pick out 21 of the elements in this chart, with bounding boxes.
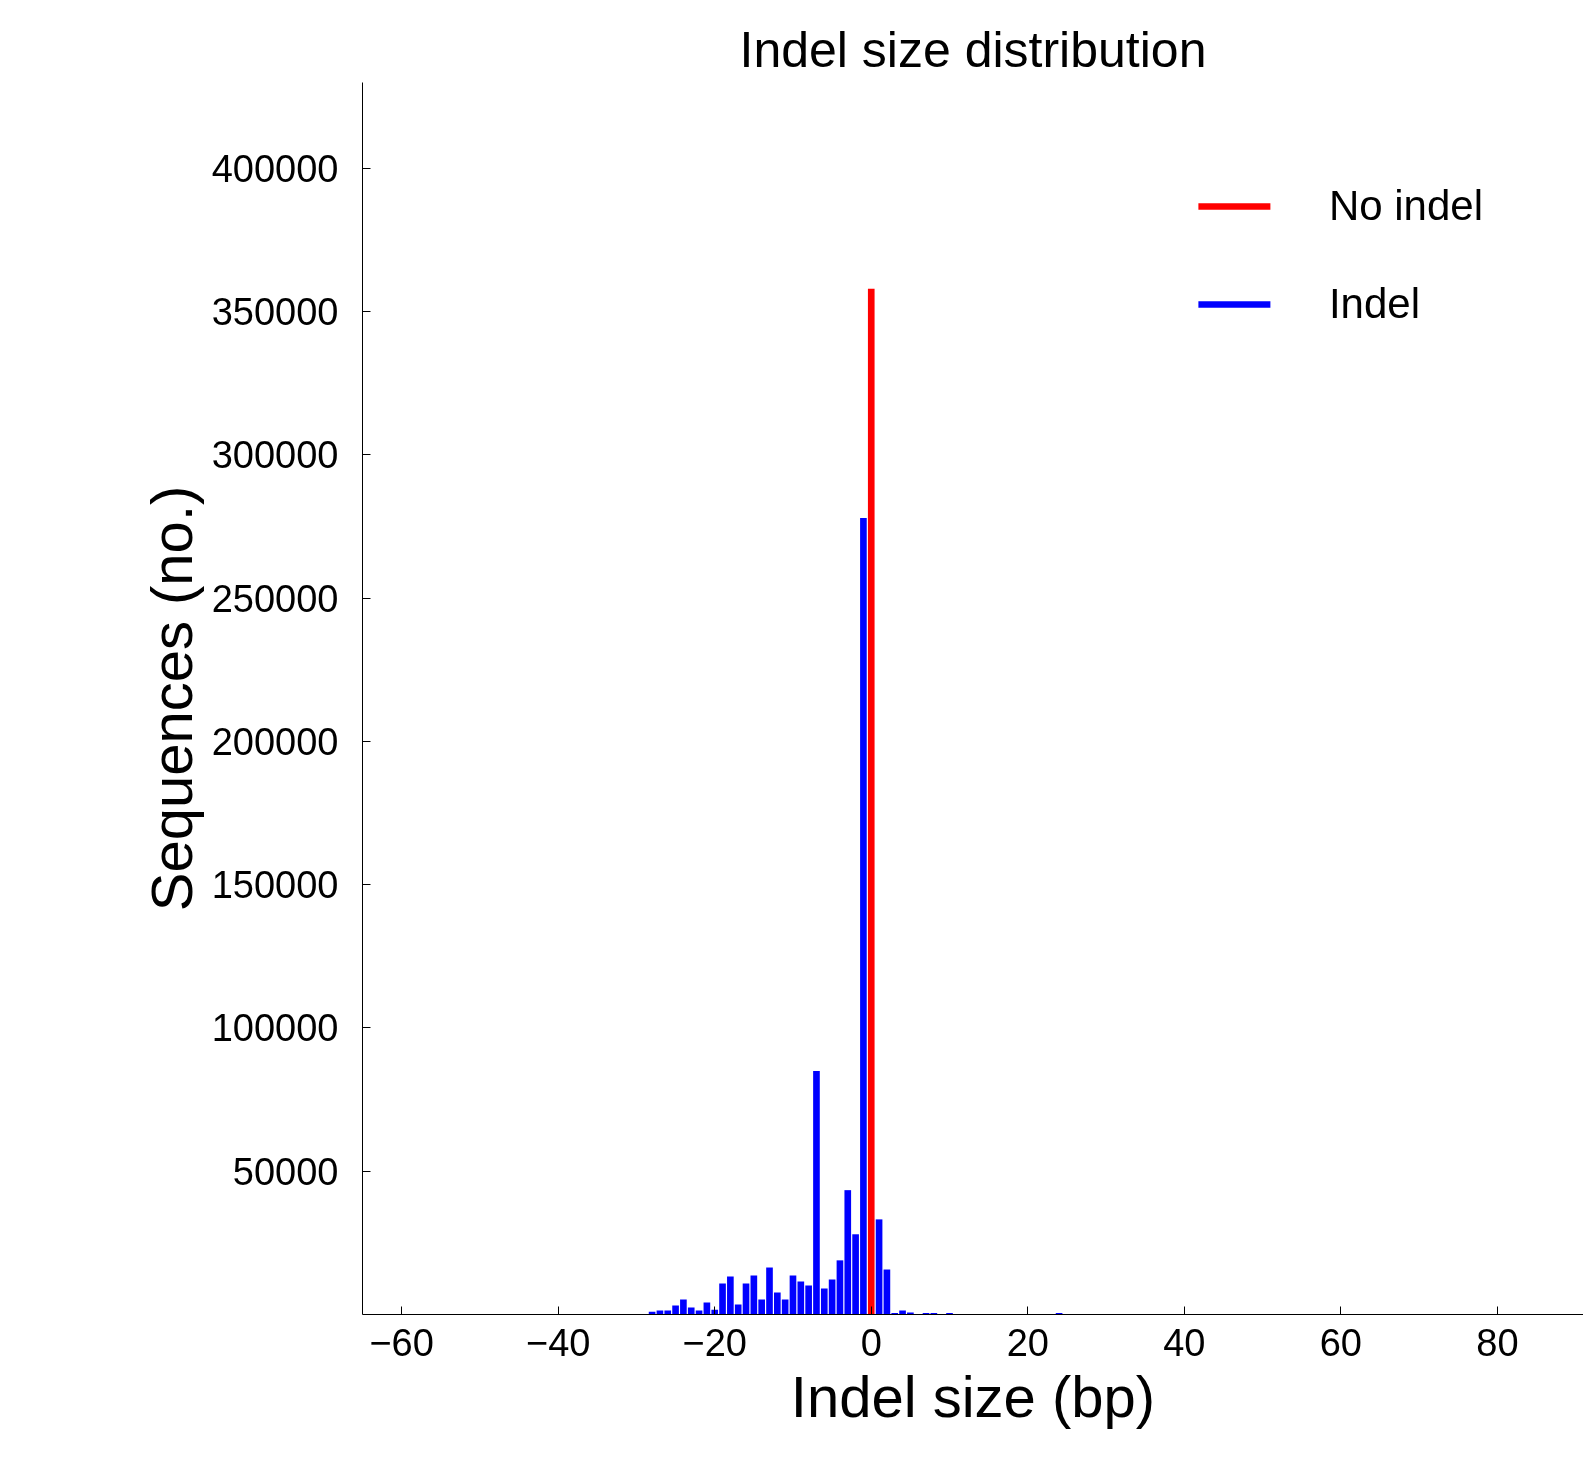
y-tick-label: 250000 xyxy=(211,577,339,620)
y-tick-label: 300000 xyxy=(211,434,339,477)
x-tick-label: −40 xyxy=(525,1321,591,1364)
y-tick-label: 50000 xyxy=(232,1150,339,1193)
y-tick-label: 400000 xyxy=(211,147,339,190)
x-tick-label: −60 xyxy=(369,1321,434,1364)
chart-title: Indel size distribution xyxy=(739,21,1207,78)
y-tick-label: 350000 xyxy=(211,291,339,334)
x-tick-label: 0 xyxy=(860,1321,882,1364)
x-tick-label: 60 xyxy=(1319,1321,1363,1364)
x-tick-label: −20 xyxy=(682,1321,747,1364)
y-tick-label: 100000 xyxy=(211,1007,339,1050)
y-tick-label: 200000 xyxy=(211,720,339,763)
x-tick-label: 20 xyxy=(1006,1321,1049,1364)
x-tick-label: 40 xyxy=(1163,1321,1206,1364)
legend-label: Indel xyxy=(1328,280,1420,328)
legend-label: No indel xyxy=(1328,182,1483,230)
y-tick-label: 150000 xyxy=(211,864,339,907)
y-axis-title: Sequences (no.) xyxy=(138,485,204,912)
x-axis-title: Indel size (bp) xyxy=(790,1363,1156,1429)
x-tick-label: 80 xyxy=(1476,1321,1519,1364)
